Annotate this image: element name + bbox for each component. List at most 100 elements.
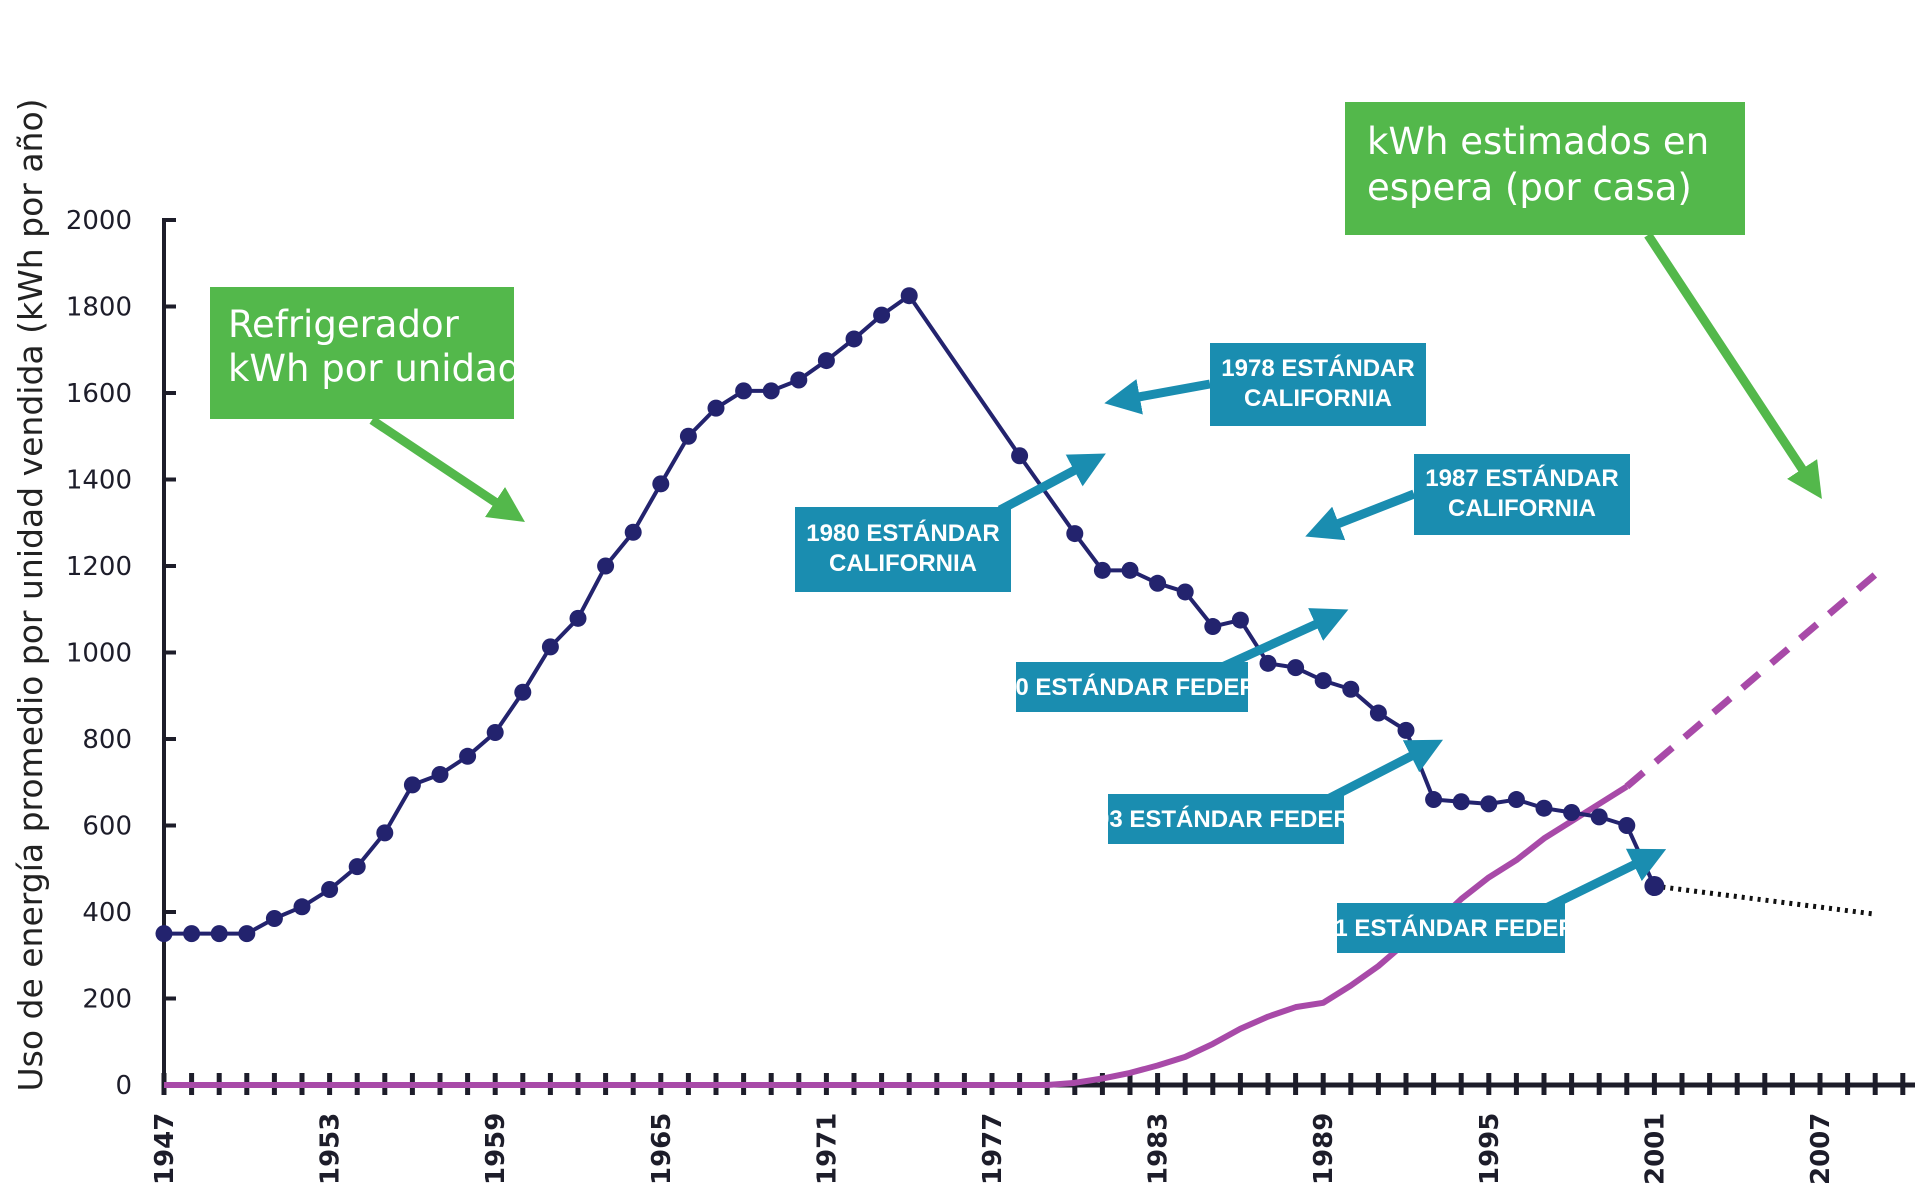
annotation-text: 2001 ESTÁNDAR FEDERAL (1294, 914, 1607, 942)
annotation-arrow (1323, 739, 1444, 805)
refrigerator-point (321, 881, 339, 899)
annotation-box (1414, 454, 1630, 535)
annotation-ca1978: 1978 ESTÁNDAR CALIFORNIA (1104, 343, 1426, 426)
series-points (155, 287, 1665, 943)
annotation-fed1993: 1993 ESTÁNDAR FEDERAL (1069, 739, 1444, 844)
refrigerator-point (376, 824, 394, 842)
y-tick-label: 1200 (66, 552, 132, 582)
refrigerator-point (238, 925, 256, 943)
refrigerator-point (1231, 611, 1249, 629)
refrigerator-point (790, 371, 808, 389)
refrigerator-point (486, 724, 504, 742)
refrigerator-point (1397, 721, 1415, 739)
refrigerator-point (1452, 793, 1470, 811)
y-tick-label: 1400 (66, 466, 132, 496)
refrigerator-point (845, 330, 863, 348)
annotation-ca1980: 1980 ESTÁNDAR CALIFORNIA (795, 453, 1106, 592)
refrigerator-point (1287, 659, 1305, 677)
x-tick-label: 1947 (150, 1113, 180, 1185)
refrigerator-point (1590, 808, 1608, 826)
x-tick-label: 1983 (1144, 1113, 1174, 1185)
refrigerator-point (514, 683, 532, 701)
refrigerator-point (459, 747, 477, 765)
refrigerator-point (541, 638, 559, 656)
refrigerator-point (735, 382, 753, 400)
refrigerator-point (762, 382, 780, 400)
refrigerator-point (1176, 583, 1194, 601)
refrigerator-point (679, 427, 697, 445)
annotation-fed1990: 1990 ESTÁNDAR FEDERAL (975, 608, 1349, 712)
refrigerator-point (1011, 447, 1029, 465)
refrigerator-point (873, 306, 891, 324)
annotation-arrow (1544, 848, 1667, 913)
annotation-text: CALIFORNIA (1448, 495, 1596, 522)
y-tick-label: 200 (82, 985, 132, 1015)
annotation-box (1337, 903, 1565, 953)
x-tick-label: 2001 (1640, 1113, 1670, 1185)
annotation-text: 1993 ESTÁNDAR FEDERAL (1069, 805, 1382, 833)
annotation-text: 1980 ESTÁNDAR (806, 519, 999, 547)
y-tick-label: 0 (115, 1071, 132, 1101)
refrigerator-point (1066, 525, 1084, 543)
annotation-text: CALIFORNIA (829, 550, 977, 577)
annotation-text: CALIFORNIA (1244, 385, 1392, 412)
annotation-text: kWh por unidad (228, 347, 521, 390)
refrigerator-point (1507, 791, 1525, 809)
refrigerator-point (1204, 618, 1222, 636)
annotation-arrow (1644, 232, 1822, 500)
x-tick-label: 1995 (1475, 1113, 1505, 1185)
refrigerator-point (1563, 804, 1581, 822)
refrigerator-point (569, 609, 587, 627)
y-tick-label: 400 (82, 898, 132, 928)
refrigerator-point (652, 475, 670, 493)
annotation-box (1210, 343, 1426, 426)
x-tick-label: 1965 (647, 1113, 677, 1185)
refrigerator-point (1644, 876, 1665, 897)
annotation-text: 1990 ESTÁNDAR FEDERAL (975, 673, 1288, 701)
refrigerator-point (1121, 561, 1139, 579)
annotation-text: 1987 ESTÁNDAR (1425, 464, 1618, 492)
annotation-box (1345, 102, 1745, 235)
y-tick-label: 1600 (66, 379, 132, 409)
annotation-ca1987: 1987 ESTÁNDAR CALIFORNIA (1305, 454, 1630, 541)
refrigerator-point (1425, 791, 1443, 809)
annotation-box (1108, 794, 1344, 844)
annotation-arrow (1104, 379, 1211, 415)
refrigerator-point (1314, 672, 1332, 690)
annotation-box (795, 507, 1011, 592)
refrigerator-point (1149, 574, 1167, 592)
annotation-text: Refrigerador (228, 303, 460, 346)
axes: 0 200 400 600 800 1000 1200 1400 1600 1800 2000 194… (66, 206, 1915, 1185)
refrigerator-point (1618, 817, 1636, 834)
y-tick-label: 1000 (66, 639, 132, 669)
y-tick-label: 2000 (66, 206, 132, 236)
refrigerator-point (210, 925, 228, 943)
refrigerator-point (1259, 654, 1277, 672)
annotation-arrow (997, 453, 1106, 514)
x-tick-label: 1959 (481, 1113, 511, 1185)
annotation-arrow (1218, 608, 1349, 673)
refrigerator-point (265, 909, 283, 927)
annotation-text: espera (por casa) (1367, 166, 1692, 209)
y-axis-label: Uso de energía promedio por unidad vendi… (11, 98, 50, 1091)
refrigerator-point (183, 925, 201, 943)
refrigerator-point (900, 287, 918, 305)
annotation-text: 1978 ESTÁNDAR (1221, 354, 1414, 382)
refrigerator-point (1342, 680, 1360, 698)
standby-line (164, 784, 1629, 1088)
refrigerator-point (624, 523, 642, 541)
x-tick-label: 1971 (812, 1113, 842, 1185)
refrigerator-point (155, 925, 173, 943)
x-tick-label: 2007 (1806, 1113, 1836, 1185)
annotation-arrow (1305, 489, 1416, 541)
refrigerator-point (597, 557, 615, 575)
annotation-box (210, 287, 514, 419)
annotation-fed2001: 2001 ESTÁNDAR FEDERAL (1294, 848, 1667, 953)
x-tick-label: 1953 (316, 1113, 346, 1185)
refrigerator-projection-line (1654, 883, 1876, 917)
